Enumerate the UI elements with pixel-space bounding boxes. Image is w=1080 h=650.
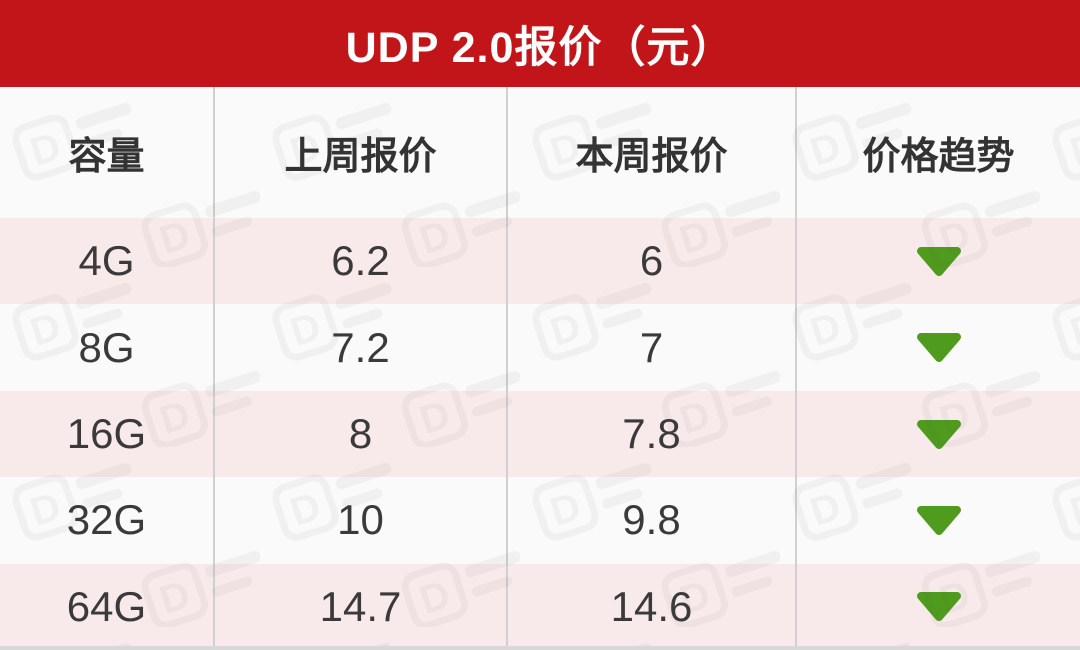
trend-down-triangle-icon (916, 505, 961, 535)
this-week-cell: 14.6 (508, 563, 797, 650)
table-row: 64G 14.7 14.6 (0, 563, 1080, 650)
trend-down-triangle-icon (916, 333, 961, 363)
trend-cell (797, 564, 1080, 650)
table-body: 4G 6.2 6 8G 7.2 7 (0, 218, 1080, 650)
last-week-cell: 10 (215, 477, 508, 564)
column-header-this-week: 本周报价 (508, 87, 797, 218)
column-header-capacity: 容量 (0, 87, 215, 218)
last-week-cell: 14.7 (215, 563, 508, 650)
trend-cell (797, 304, 1080, 390)
this-week-cell: 7.8 (508, 390, 797, 478)
capacity-cell: 32G (0, 477, 215, 564)
this-week-cell: 9.8 (508, 477, 797, 564)
bottom-border (0, 646, 1080, 650)
last-week-cell: 8 (215, 390, 508, 478)
table-row: 16G 8 7.8 (0, 390, 1080, 478)
price-table: 容量 上周报价 本周报价 价格趋势 4G 6.2 6 8G 7.2 7 (0, 87, 1080, 650)
column-header-price-trend: 价格趋势 (862, 136, 1015, 178)
trend-cell (797, 477, 1080, 563)
last-week-cell: 7.2 (215, 304, 508, 391)
column-header-last-week: 上周报价 (215, 87, 508, 218)
table-header-row: 容量 上周报价 本周报价 价格趋势 (0, 87, 1080, 218)
table-row: 8G 7.2 7 (0, 304, 1080, 391)
page-title: UDP 2.0报价（元） (345, 23, 735, 72)
trend-cell (797, 218, 1080, 304)
trend-down-triangle-icon (916, 419, 961, 449)
this-week-cell: 7 (508, 304, 797, 391)
trend-down-triangle-icon (916, 592, 961, 622)
this-week-cell: 6 (508, 218, 797, 305)
title-banner: UDP 2.0报价（元） (0, 0, 1080, 87)
trend-cell (797, 391, 1080, 477)
capacity-cell: 4G (0, 218, 215, 305)
capacity-cell: 16G (0, 390, 215, 478)
last-week-cell: 6.2 (215, 218, 508, 305)
table-row: 4G 6.2 6 (0, 218, 1080, 305)
capacity-cell: 8G (0, 304, 215, 391)
trend-down-triangle-icon (916, 246, 961, 276)
capacity-cell: 64G (0, 563, 215, 650)
table-row: 32G 10 9.8 (0, 477, 1080, 564)
